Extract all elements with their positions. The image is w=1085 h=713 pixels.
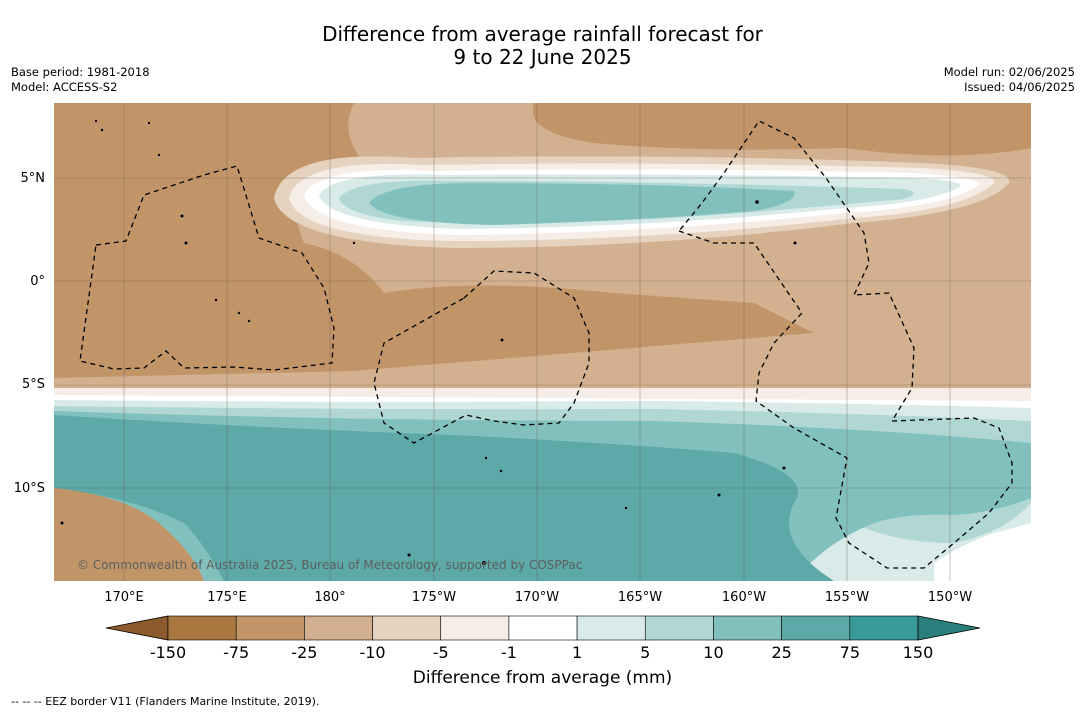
base-period: Base period: 1981-2018 bbox=[11, 65, 150, 79]
lon-label-175w: 175°W bbox=[411, 590, 457, 605]
wet-band-south-core bbox=[54, 415, 834, 581]
colorbar-tick-label: -150 bbox=[149, 643, 187, 662]
meta-right: Model run: 02/06/2025 Issued: 04/06/2025 bbox=[944, 65, 1075, 95]
white-patch-southeast bbox=[934, 523, 1031, 581]
lon-label-170w: 170°W bbox=[514, 590, 560, 605]
islands bbox=[60, 119, 797, 565]
colorbar-tick-label: 25 bbox=[771, 643, 792, 662]
colorbar-tick-label: -75 bbox=[223, 643, 250, 662]
eez-footnote: -- -- -- EEZ border V11 (Flanders Marine… bbox=[11, 695, 320, 708]
eez-phoenix bbox=[373, 270, 590, 444]
colorbar-segment bbox=[644, 615, 714, 641]
map-title-line1: Difference from average rainfall forecas… bbox=[322, 22, 763, 46]
lon-label-155w: 155°W bbox=[824, 590, 870, 605]
colorbar-segment bbox=[781, 615, 851, 641]
eez-borders bbox=[79, 120, 1013, 569]
colorbar-tick-label: -10 bbox=[359, 643, 386, 662]
colorbar-segment bbox=[849, 615, 919, 641]
colorbar-tick-label: 10 bbox=[703, 643, 724, 662]
issued-date: Issued: 04/06/2025 bbox=[964, 80, 1075, 94]
colorbar-tick-label: 150 bbox=[902, 643, 934, 662]
colorbar-segment bbox=[440, 615, 510, 641]
colorbar-arrow-left bbox=[105, 615, 169, 641]
lat-label-5n: 5°N bbox=[20, 171, 46, 186]
lat-label-0: 0° bbox=[30, 274, 45, 289]
wet-band-north-core bbox=[369, 183, 795, 225]
colorbar-tick-label: -5 bbox=[432, 643, 449, 662]
graticule bbox=[54, 103, 1031, 581]
dry-region-west bbox=[54, 103, 814, 378]
map-canvas bbox=[54, 103, 1031, 581]
lat-label-5s: 5°S bbox=[21, 377, 45, 392]
eez-tuvalu-kiribati-west bbox=[79, 165, 335, 371]
colorbar-segment bbox=[713, 615, 782, 641]
colorbar-tick-label: -1 bbox=[500, 643, 517, 662]
colorbar-tick-label: 1 bbox=[571, 643, 583, 662]
colorbar-segment bbox=[304, 615, 373, 641]
copyright-notice: © Commonwealth of Australia 2025, Bureau… bbox=[77, 558, 583, 572]
colorbar-svg bbox=[105, 615, 981, 641]
colorbar-tick-label: -25 bbox=[291, 643, 318, 662]
dry-patch-south bbox=[54, 488, 204, 581]
colorbar-label: Difference from average (mm) bbox=[412, 668, 673, 688]
colorbar bbox=[105, 612, 981, 647]
colorbar-tick-label: 75 bbox=[839, 643, 860, 662]
colorbar-segment bbox=[372, 615, 442, 641]
colorbar-segment bbox=[576, 615, 646, 641]
lon-label-165w: 165°W bbox=[617, 590, 663, 605]
lon-label-175e: 175°E bbox=[207, 590, 247, 605]
meta-left: Base period: 1981-2018 Model: ACCESS-S2 bbox=[11, 65, 150, 95]
model-run: Model run: 02/06/2025 bbox=[943, 65, 1075, 79]
lon-label-150w: 150°W bbox=[927, 590, 973, 605]
map-title-line2: 9 to 22 June 2025 bbox=[453, 45, 632, 69]
lat-label-10s: 10°S bbox=[13, 481, 45, 496]
lon-label-160w: 160°W bbox=[721, 590, 767, 605]
colorbar-segment bbox=[235, 615, 305, 641]
colorbar-arrow-right bbox=[917, 615, 981, 641]
rainfall-map bbox=[54, 103, 1031, 581]
eez-line-islands bbox=[677, 120, 1013, 569]
lon-label-180: 180° bbox=[314, 590, 346, 605]
colorbar-tick-label: 5 bbox=[640, 643, 651, 662]
model-name: Model: ACCESS-S2 bbox=[11, 80, 118, 94]
dry-region-north bbox=[532, 103, 1031, 156]
colorbar-segment bbox=[508, 615, 578, 641]
colorbar-segment bbox=[167, 615, 237, 641]
lon-label-170e: 170°E bbox=[104, 590, 144, 605]
